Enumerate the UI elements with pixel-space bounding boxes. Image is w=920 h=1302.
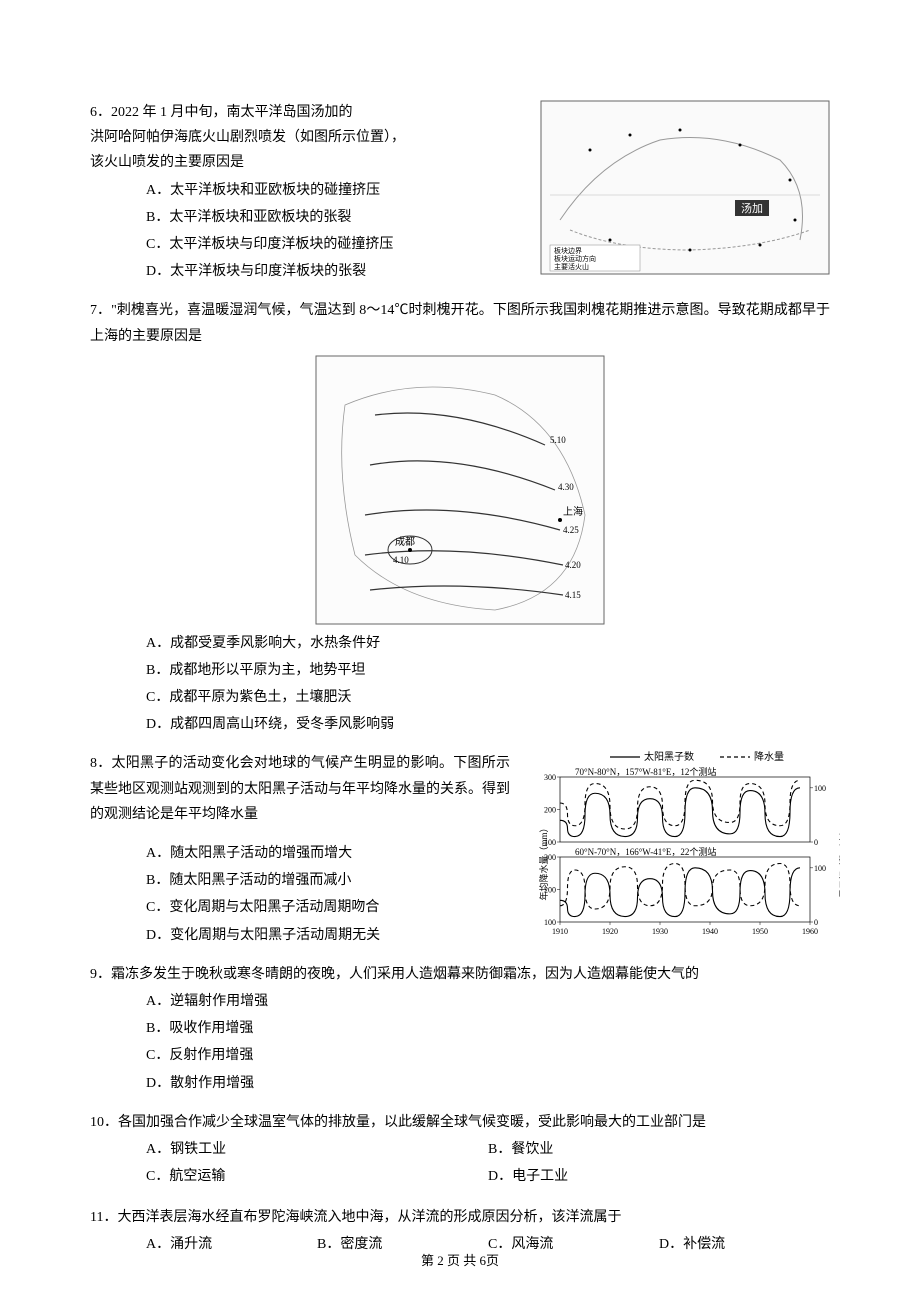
question-8: 8．太阳黑子的活动变化会对地球的气候产生明显的影响。下图所示某些地区观测站观测到… xyxy=(90,751,830,947)
tonga-label: 汤加 xyxy=(741,201,763,215)
q8-stem: 8．太阳黑子的活动变化会对地球的气候产生明显的影响。下图所示某些地区观测站观测到… xyxy=(90,751,510,827)
q6-number: 6． xyxy=(90,105,111,120)
question-9: 9．霜冻多发生于晚秋或寒冬晴朗的夜晚，人们采用人造烟幕来防御霜冻，因为人造烟幕能… xyxy=(90,962,830,1096)
q10-number: 10． xyxy=(90,1115,118,1130)
q11-number: 11． xyxy=(90,1210,117,1225)
q10-option-d: D．电子工业 xyxy=(488,1164,830,1189)
svg-text:1930: 1930 xyxy=(652,927,668,936)
q10-option-b: B．餐饮业 xyxy=(488,1137,830,1162)
svg-text:4.10: 4.10 xyxy=(393,555,409,565)
q10-option-a: A．钢铁工业 xyxy=(146,1137,488,1162)
q7-option-c: C．成都平原为紫色土，土壤肥沃 xyxy=(146,685,830,710)
svg-text:太阳黑子数: 太阳黑子数 xyxy=(644,750,694,763)
q6-option-b: B．太平洋板块和亚欧板块的张裂 xyxy=(146,205,520,230)
q10-stem: 10．各国加强合作减少全球温室气体的排放量，以此缓解全球气候变暖，受此影响最大的… xyxy=(90,1110,830,1135)
q6-option-a: A．太平洋板块和亚欧板块的碰撞挤压 xyxy=(146,178,520,203)
q6-option-d: D．太平洋板块与印度洋板块的张裂 xyxy=(146,259,520,284)
q7-stem: 7．"刺槐喜光，喜温暖湿润气候，气温达到 8～14℃时刺槐开花。下图所示我国刺槐… xyxy=(90,298,830,348)
svg-text:60°N-70°N，166°W-41°E，22个测站: 60°N-70°N，166°W-41°E，22个测站 xyxy=(575,846,716,857)
svg-text:4.25: 4.25 xyxy=(563,525,579,535)
svg-text:4.30: 4.30 xyxy=(558,482,574,492)
svg-text:黑子相对数（个）: 黑子相对数（个） xyxy=(838,826,840,898)
q11-stem: 11．大西洋表层海水经直布罗陀海峡流入地中海，从洋流的形成原因分析，该洋流属于 xyxy=(90,1205,830,1230)
question-10: 10．各国加强合作减少全球温室气体的排放量，以此缓解全球气候变暖，受此影响最大的… xyxy=(90,1110,830,1192)
svg-text:主要活火山: 主要活火山 xyxy=(554,262,589,271)
svg-text:1940: 1940 xyxy=(702,927,718,936)
q6-figure-map: 汤加 板块边界 板块运动方向 主要活火山 xyxy=(540,100,830,275)
question-7: 7．"刺槐喜光，喜温暖湿润气候，气温达到 8～14℃时刺槐开花。下图所示我国刺槐… xyxy=(90,298,830,737)
q7-number: 7． xyxy=(90,303,111,318)
q6-stem: 6．2022 年 1 月中旬，南太平洋岛国汤加的 xyxy=(90,100,520,125)
svg-text:1950: 1950 xyxy=(752,927,768,936)
q9-option-a: A．逆辐射作用增强 xyxy=(146,989,830,1014)
q7-option-b: B．成都地形以平原为主，地势平坦 xyxy=(146,658,830,683)
q7-figure-map: 5.10 4.30 4.25 4.20 4.15 成都 4.10 上海 xyxy=(315,355,605,625)
q9-option-b: B．吸收作用增强 xyxy=(146,1016,830,1041)
q9-number: 9． xyxy=(90,967,111,982)
svg-text:0: 0 xyxy=(814,838,818,847)
q6-option-c: C．太平洋板块与印度洋板块的碰撞挤压 xyxy=(146,232,520,257)
q8-chart: 太阳黑子数 降水量 70°N-80°N，157°W-81°E，12个测站 100… xyxy=(520,747,840,947)
q8-option-c: C．变化周期与太阳黑子活动周期吻合 xyxy=(146,895,510,920)
svg-text:年均降水量（mm）: 年均降水量（mm） xyxy=(538,824,549,901)
svg-text:0: 0 xyxy=(814,918,818,927)
svg-text:板块边界: 板块边界 xyxy=(554,246,582,255)
svg-text:70°N-80°N，157°W-81°E，12个测站: 70°N-80°N，157°W-81°E，12个测站 xyxy=(575,766,716,777)
svg-text:1910: 1910 xyxy=(552,927,568,936)
q9-option-c: C．反射作用增强 xyxy=(146,1043,830,1068)
q10-option-c: C．航空运输 xyxy=(146,1164,488,1189)
svg-text:100: 100 xyxy=(544,918,556,927)
svg-text:降水量: 降水量 xyxy=(754,750,784,763)
q7-option-d: D．成都四周高山环绕，受冬季风影响弱 xyxy=(146,712,830,737)
svg-text:上海: 上海 xyxy=(563,505,583,518)
svg-text:100: 100 xyxy=(814,784,826,793)
q9-stem: 9．霜冻多发生于晚秋或寒冬晴朗的夜晚，人们采用人造烟幕来防御霜冻，因为人造烟幕能… xyxy=(90,962,830,987)
svg-text:300: 300 xyxy=(544,773,556,782)
svg-text:1920: 1920 xyxy=(602,927,618,936)
q8-number: 8． xyxy=(90,756,111,771)
svg-text:200: 200 xyxy=(544,806,556,815)
q8-option-d: D．变化周期与太阳黑子活动周期无关 xyxy=(146,923,510,948)
svg-text:100: 100 xyxy=(814,864,826,873)
svg-text:4.15: 4.15 xyxy=(565,590,581,600)
svg-text:5.10: 5.10 xyxy=(550,435,566,445)
svg-text:4.20: 4.20 xyxy=(565,560,581,570)
svg-text:板块运动方向: 板块运动方向 xyxy=(554,254,596,263)
q7-option-a: A．成都受夏季风影响大，水热条件好 xyxy=(146,631,830,656)
q8-option-b: B．随太阳黑子活动的增强而减小 xyxy=(146,868,510,893)
svg-text:1960: 1960 xyxy=(802,927,818,936)
question-6: 6．2022 年 1 月中旬，南太平洋岛国汤加的 洪阿哈阿帕伊海底火山剧烈喷发（… xyxy=(90,100,830,284)
page-footer: 第 2 页 共 6页 xyxy=(0,1249,920,1272)
q9-option-d: D．散射作用增强 xyxy=(146,1071,830,1096)
q8-option-a: A．随太阳黑子活动的增强而增大 xyxy=(146,841,510,866)
